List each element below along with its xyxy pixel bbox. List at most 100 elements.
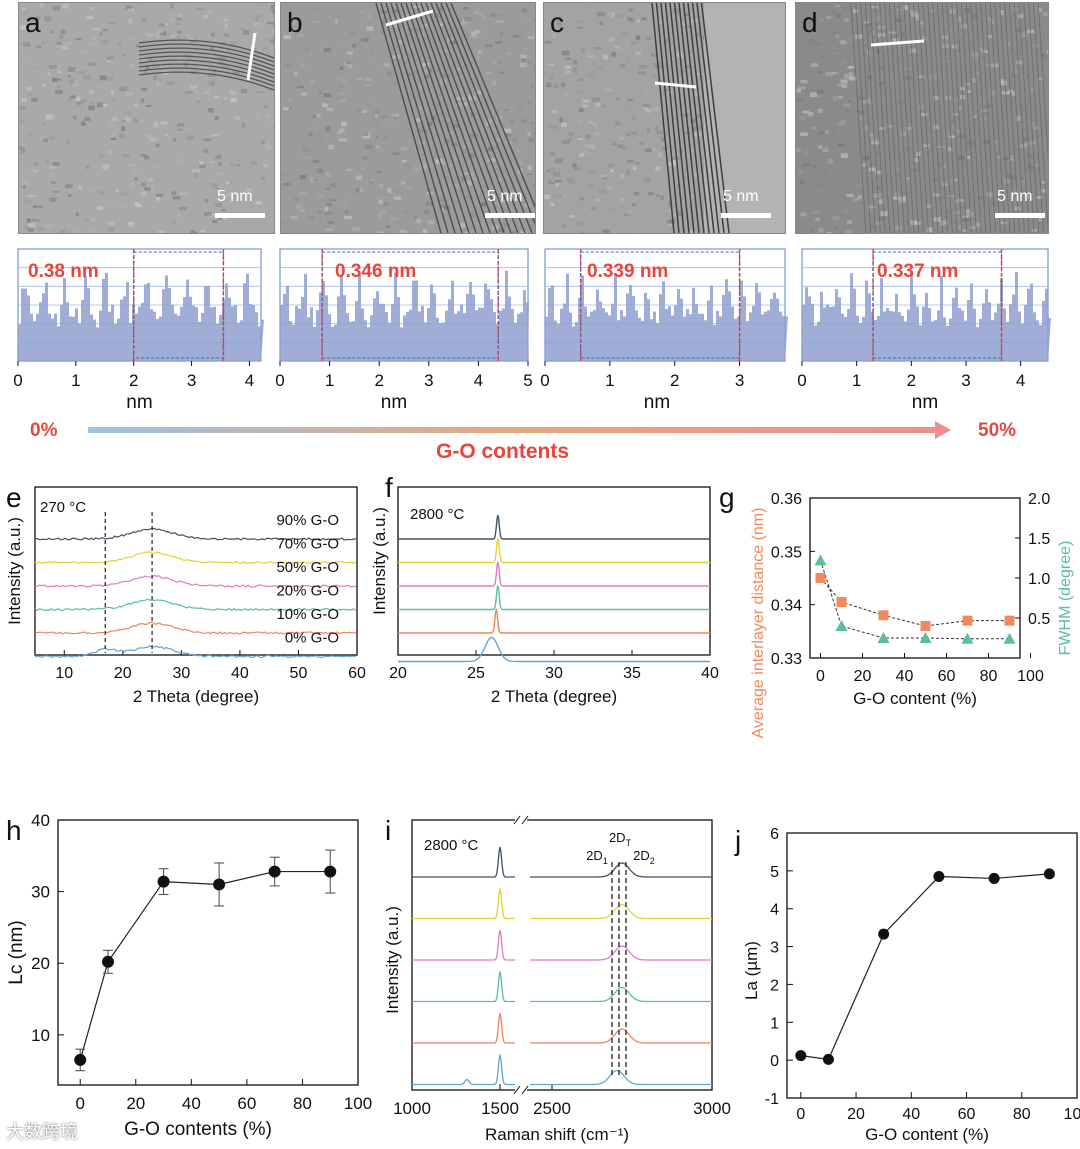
lattice-fringe bbox=[380, 3, 449, 233]
tem-grain bbox=[390, 183, 396, 186]
tem-grain bbox=[1036, 195, 1043, 199]
tem-grain bbox=[958, 33, 963, 36]
tem-grain bbox=[562, 224, 567, 228]
tem-grain bbox=[119, 133, 124, 139]
tem-grain bbox=[651, 36, 656, 41]
tem-grain bbox=[407, 53, 414, 57]
tem-grain bbox=[840, 30, 846, 34]
tem-grain bbox=[403, 211, 408, 214]
tem-grain bbox=[317, 86, 323, 89]
tem-grain bbox=[271, 29, 274, 33]
chart-i-series-line bbox=[412, 1054, 515, 1086]
tem-grain bbox=[417, 150, 426, 154]
tem-grain bbox=[909, 48, 917, 53]
tem-grain bbox=[587, 183, 595, 188]
chart-e-tick-label: 20 bbox=[114, 665, 132, 682]
tem-grain bbox=[932, 206, 938, 209]
chart-i-series-line bbox=[530, 903, 712, 920]
tem-grain bbox=[878, 82, 885, 85]
chart-i-annotation-2dt-sub: T bbox=[626, 838, 632, 848]
tem-grain bbox=[355, 188, 361, 193]
chart-g-interlayer-point bbox=[1004, 615, 1015, 626]
tem-grain bbox=[229, 163, 236, 167]
tem-grain bbox=[51, 5, 59, 10]
tem-grain bbox=[810, 63, 819, 67]
profile-tick-label: 1 bbox=[852, 371, 861, 390]
tem-grain bbox=[25, 77, 30, 81]
tem-grain bbox=[110, 137, 116, 140]
tem-grain bbox=[224, 23, 228, 29]
tem-grain bbox=[1046, 49, 1048, 54]
tem-grain bbox=[611, 51, 616, 57]
tem-grain bbox=[619, 136, 624, 140]
tem-grain bbox=[364, 77, 373, 82]
chart-g-interlayer-point bbox=[815, 573, 826, 583]
chart-j-ytick-label: 1 bbox=[770, 1015, 779, 1032]
tem-grain bbox=[958, 134, 966, 139]
chart-i-tick-label: 2500 bbox=[533, 1099, 571, 1118]
tem-grain bbox=[529, 84, 534, 89]
selection-box bbox=[133, 251, 224, 359]
chart-j-tick-label: 60 bbox=[958, 1106, 976, 1123]
profile-tick-label: 3 bbox=[187, 371, 196, 390]
tem-grain bbox=[163, 22, 168, 27]
tem-grain bbox=[632, 85, 637, 89]
chart-f-xlabel: 2 Theta (degree) bbox=[491, 687, 617, 706]
tem-grain bbox=[846, 193, 854, 197]
lattice-fringe bbox=[1018, 3, 1035, 233]
tem-grain bbox=[328, 37, 332, 41]
tem-grain bbox=[516, 104, 524, 107]
tem-grain bbox=[863, 41, 867, 44]
tem-grain bbox=[458, 223, 466, 228]
lattice-fringe bbox=[1008, 3, 1025, 233]
tem-grain bbox=[52, 77, 58, 83]
tem-grain bbox=[958, 225, 963, 229]
tem-grain bbox=[107, 221, 116, 225]
profile-spacing-label: 0.38 nm bbox=[28, 261, 99, 282]
chart-i-break-mark bbox=[513, 1085, 521, 1095]
tem-grain bbox=[636, 19, 641, 24]
tem-grain bbox=[620, 197, 625, 202]
tem-grain bbox=[153, 64, 160, 68]
tem-grain bbox=[576, 97, 580, 103]
tem-grain bbox=[376, 122, 380, 128]
tem-grain bbox=[346, 192, 354, 195]
chart-j-ytick-label: 0 bbox=[770, 1053, 779, 1070]
tem-grain bbox=[528, 18, 533, 22]
tem-grain bbox=[507, 134, 513, 137]
lattice-fringe bbox=[1028, 3, 1045, 233]
tem-grain bbox=[157, 230, 165, 233]
tem-grain bbox=[682, 22, 686, 26]
tem-grain bbox=[43, 138, 48, 143]
tem-grain bbox=[418, 107, 423, 110]
tem-grain bbox=[865, 33, 874, 36]
chart-g-ytick-label-right: 1.5 bbox=[1028, 531, 1050, 548]
tem-grain bbox=[590, 206, 597, 210]
tem-grain bbox=[323, 48, 331, 53]
tem-grain bbox=[301, 147, 309, 152]
tem-grain bbox=[140, 98, 144, 103]
tem-grain bbox=[60, 29, 66, 35]
panel-letter-h: h bbox=[6, 815, 22, 846]
tem-grain bbox=[228, 90, 236, 95]
chart-g-fwhm-point bbox=[835, 620, 848, 631]
tem-grain bbox=[568, 137, 572, 141]
tem-grain bbox=[796, 56, 804, 61]
tem-grain bbox=[126, 30, 134, 35]
tem-grain bbox=[84, 117, 91, 121]
profile-tick-label: 2 bbox=[907, 371, 916, 390]
tem-grain bbox=[588, 170, 597, 174]
tem-grain bbox=[221, 65, 230, 69]
tem-grain bbox=[425, 150, 431, 156]
tem-grain bbox=[899, 190, 907, 196]
tem-grain bbox=[192, 169, 200, 173]
tem-grain bbox=[135, 203, 142, 208]
tem-grain bbox=[557, 53, 564, 57]
chart-f-series-line bbox=[398, 636, 710, 663]
tem-grain bbox=[42, 122, 47, 125]
tem-grain bbox=[616, 181, 622, 186]
chart-j-point bbox=[795, 1050, 807, 1062]
tem-grain bbox=[53, 190, 60, 193]
tem-grain bbox=[824, 146, 828, 152]
tem-grain bbox=[75, 96, 81, 102]
